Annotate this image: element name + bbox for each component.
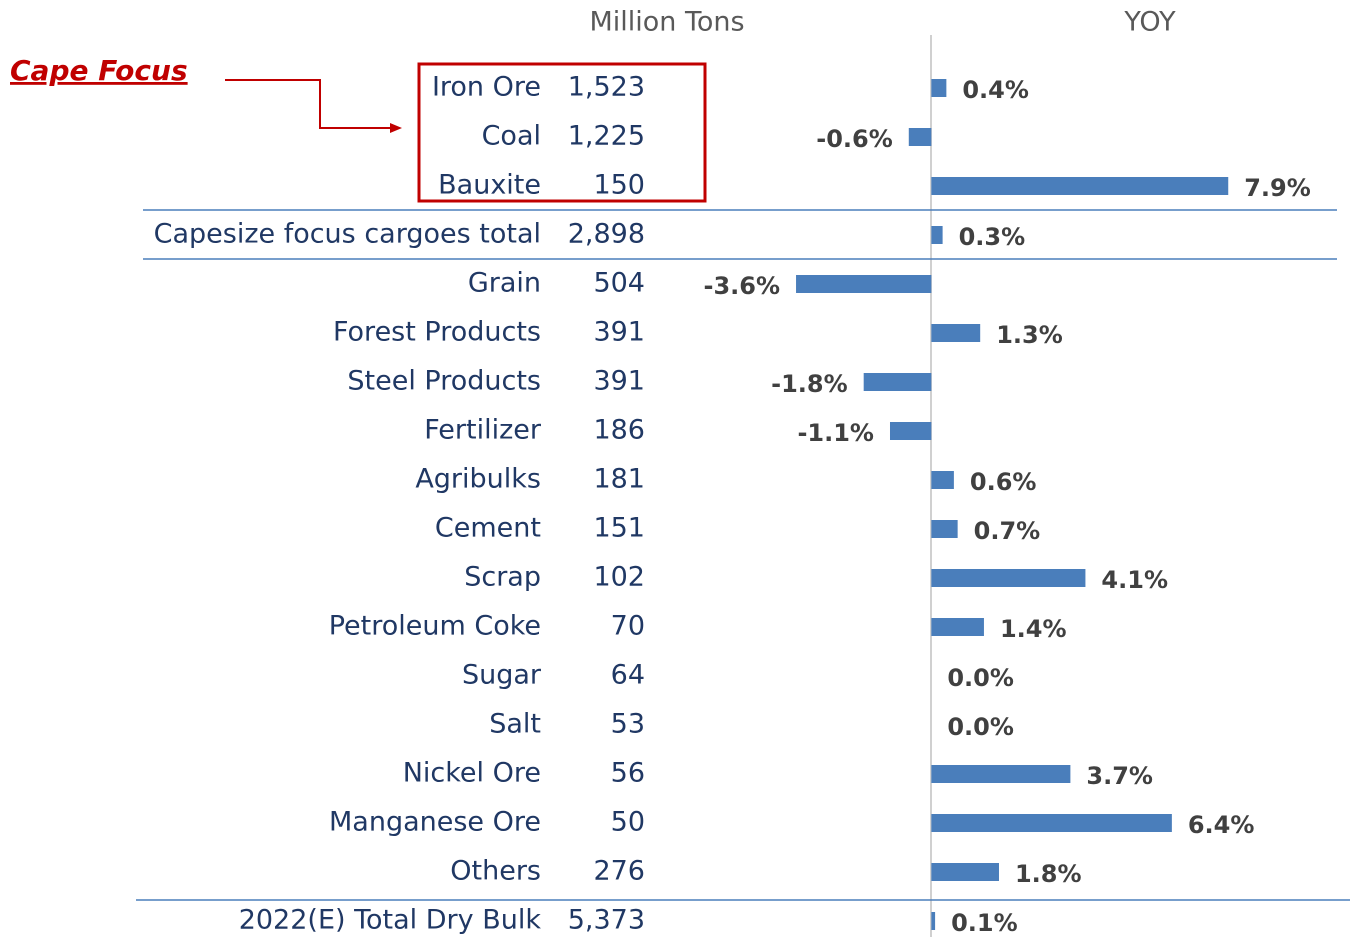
- arrow: [225, 79, 392, 129]
- tons-label: 70: [611, 611, 645, 642]
- tons-label: 150: [593, 170, 645, 201]
- tons-label: 151: [593, 513, 645, 544]
- category-label: Coal: [482, 121, 541, 152]
- column-header: YOY: [1123, 7, 1176, 38]
- category-label: Fertilizer: [424, 415, 542, 446]
- tons-label: 1,523: [568, 72, 645, 103]
- bar: [931, 569, 1086, 587]
- bar: [931, 618, 984, 636]
- bar: [931, 912, 936, 930]
- category-label: Others: [450, 856, 541, 887]
- tons-label: 5,373: [568, 905, 645, 936]
- bar: [931, 177, 1229, 195]
- value-label: 0.0%: [947, 664, 1014, 692]
- value-label: 6.4%: [1188, 811, 1255, 839]
- category-label: 2022(E) Total Dry Bulk: [239, 905, 542, 936]
- value-label: -1.1%: [797, 419, 874, 447]
- bar: [889, 422, 932, 440]
- tons-label: 1,225: [568, 121, 645, 152]
- bar: [931, 520, 958, 538]
- bar: [796, 275, 932, 293]
- bar: [931, 324, 981, 342]
- category-label: Petroleum Coke: [329, 611, 541, 642]
- tons-label: 181: [593, 464, 645, 495]
- bar: [908, 128, 932, 146]
- category-label: Iron Ore: [432, 72, 541, 103]
- value-label: 0.6%: [970, 468, 1037, 496]
- category-label: Grain: [468, 268, 541, 299]
- column-header: Million Tons: [589, 7, 744, 38]
- category-label: Salt: [489, 709, 541, 740]
- bar: [863, 373, 932, 391]
- arrow-head: [390, 123, 402, 133]
- category-label: Forest Products: [333, 317, 541, 348]
- value-label: 0.4%: [962, 76, 1029, 104]
- value-label: -0.6%: [816, 125, 893, 153]
- category-label: Agribulks: [415, 464, 541, 495]
- value-label: 0.1%: [951, 909, 1018, 937]
- bar: [931, 814, 1172, 832]
- value-label: -3.6%: [704, 272, 781, 300]
- annotation: Cape Focus: [10, 54, 188, 87]
- category-label: Bauxite: [438, 170, 541, 201]
- value-label: 0.3%: [959, 223, 1026, 251]
- value-label: 0.0%: [947, 713, 1014, 741]
- category-label: Sugar: [462, 660, 542, 691]
- bar: [931, 226, 943, 244]
- tons-label: 2,898: [568, 219, 645, 250]
- tons-label: 391: [593, 317, 645, 348]
- bar: [931, 79, 947, 97]
- value-label: 0.7%: [974, 517, 1041, 545]
- value-label: 1.8%: [1015, 860, 1082, 888]
- tons-label: 102: [593, 562, 645, 593]
- value-label: 4.1%: [1101, 566, 1168, 594]
- bar: [931, 765, 1071, 783]
- bar: [931, 471, 954, 489]
- category-label: Steel Products: [347, 366, 541, 397]
- value-label: -1.8%: [771, 370, 848, 398]
- value-label: 3.7%: [1086, 762, 1153, 790]
- tons-label: 186: [593, 415, 645, 446]
- tons-label: 504: [593, 268, 645, 299]
- category-label: Manganese Ore: [329, 807, 541, 838]
- highlight-box: [417, 62, 707, 203]
- category-label: Scrap: [464, 562, 541, 593]
- value-label: 1.4%: [1000, 615, 1067, 643]
- category-label: Cement: [435, 513, 541, 544]
- tons-label: 53: [611, 709, 645, 740]
- category-label: Capesize focus cargoes total: [154, 219, 541, 250]
- bar: [931, 863, 999, 881]
- category-label: Nickel Ore: [403, 758, 541, 789]
- tons-label: 391: [593, 366, 645, 397]
- tons-label: 64: [611, 660, 645, 691]
- value-label: 7.9%: [1244, 174, 1311, 202]
- tons-label: 276: [593, 856, 645, 887]
- tons-label: 56: [611, 758, 645, 789]
- tons-label: 50: [611, 807, 645, 838]
- value-label: 1.3%: [996, 321, 1063, 349]
